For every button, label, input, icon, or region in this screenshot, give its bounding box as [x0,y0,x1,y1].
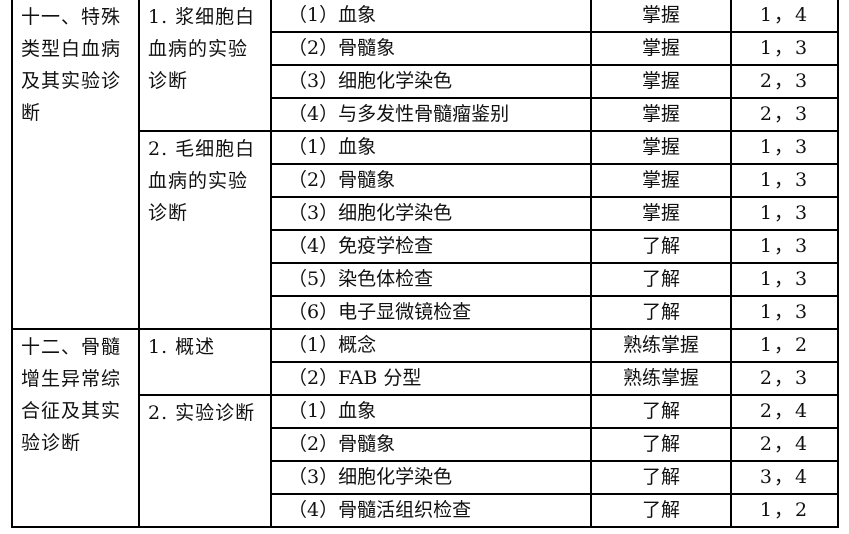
table-row: （3）细胞化学染色 了解 3，4 [12,460,839,495]
item-content: （3）细胞化学染色 [270,196,592,231]
item-content: （4）免疫学检查 [270,229,592,264]
section-title: 十一、特殊类型白血病及其实验诊断 [11,0,140,330]
table-row: （2）骨髓象 了解 2，4 [12,427,839,462]
item-ref: 2，3 [730,64,839,99]
item-content: （2）FAB 分型 [270,361,592,396]
item-ref: 2，4 [730,427,839,462]
item-level: 了解 [590,394,732,429]
item-content: （2）骨髓象 [270,427,592,462]
item-content: （3）细胞化学染色 [270,64,592,99]
table-row: （2）FAB 分型 熟练掌握 2，3 [12,361,839,396]
item-ref: 1，2 [730,328,839,363]
table-row: （4）免疫学检查 了解 1，3 [12,229,839,264]
item-content: （1）血象 [270,394,592,429]
item-level: 熟练掌握 [590,361,732,396]
group-title: 2. 毛细胞白血病的实验诊断 [138,130,272,330]
table-row: 2. 实验诊断 （1）血象 了解 2，4 [12,394,839,528]
table-row: 十二、骨髓增生异常综合征及其实验诊断 1. 概述 （1）概念 熟练掌握 1，2 [11,328,839,528]
item-level: 了解 [590,295,732,330]
item-level: 掌握 [590,64,732,99]
item-content: （6）电子显微镜检查 [270,295,592,330]
item-content: （1）概念 [270,328,592,363]
item-level: 掌握 [590,130,732,165]
table-row: （6）电子显微镜检查 了解 1，3 [12,295,839,330]
item-ref: 2，3 [730,97,839,132]
item-level: 了解 [590,493,732,528]
item-content: （4）与多发性骨髓瘤鉴别 [270,97,592,132]
item-ref: 3，4 [730,460,839,495]
group-title: 1. 浆细胞白血病的实验诊断 [138,0,272,132]
item-content: （4）骨髓活组织检查 [270,493,592,528]
item-content: （1）血象 [270,0,592,33]
item-level: 了解 [590,460,732,495]
table-row: （4）骨髓活组织检查 了解 1，2 [12,493,839,528]
item-level: 了解 [590,262,732,297]
item-level: 掌握 [590,31,732,66]
item-ref: 1，3 [730,196,839,231]
table-row: 十一、特殊类型白血病及其实验诊断 1. 浆细胞白血病的实验诊断 （1）血象 掌握 1，4 [11,0,839,330]
item-level: 掌握 [590,163,732,198]
item-level: 熟练掌握 [590,328,732,363]
item-level: 掌握 [590,196,732,231]
item-ref: 1，4 [730,0,839,33]
item-level: 掌握 [590,0,732,33]
item-ref: 1，3 [730,31,839,66]
section-title: 十二、骨髓增生异常综合征及其实验诊断 [11,328,140,528]
item-ref: 1，3 [730,130,839,165]
item-level: 掌握 [590,97,732,132]
item-ref: 1，3 [730,295,839,330]
table-row: （5）染色体检查 了解 1，3 [12,262,839,297]
item-content: （1）血象 [270,130,592,165]
item-ref: 1，3 [730,163,839,198]
item-content: （3）细胞化学染色 [270,460,592,495]
group-title: 1. 概述 [138,328,272,396]
table-row: 2. 毛细胞白血病的实验诊断 （1）血象 掌握 1，3 [12,130,839,330]
item-ref: 1，3 [730,262,839,297]
table-row: （2）骨髓象 掌握 1，3 [12,31,839,66]
item-ref: 2，4 [730,394,839,429]
item-content: （5）染色体检查 [270,262,592,297]
table-row: （2）骨髓象 掌握 1，3 [12,163,839,198]
item-level: 了解 [590,229,732,264]
item-ref: 1，2 [730,493,839,528]
item-content: （2）骨髓象 [270,31,592,66]
table-row: （3）细胞化学染色 掌握 2，3 [12,64,839,99]
syllabus-table: 十一、特殊类型白血病及其实验诊断 1. 浆细胞白血病的实验诊断 （1）血象 掌握 1，4… [11,0,839,528]
item-ref: 1，3 [730,229,839,264]
item-level: 了解 [590,427,732,462]
item-ref: 2，3 [730,361,839,396]
table-row: （3）细胞化学染色 掌握 1，3 [12,196,839,231]
table-row: （4）与多发性骨髓瘤鉴别 掌握 2，3 [12,97,839,132]
group-title: 2. 实验诊断 [138,394,272,528]
item-content: （2）骨髓象 [270,163,592,198]
